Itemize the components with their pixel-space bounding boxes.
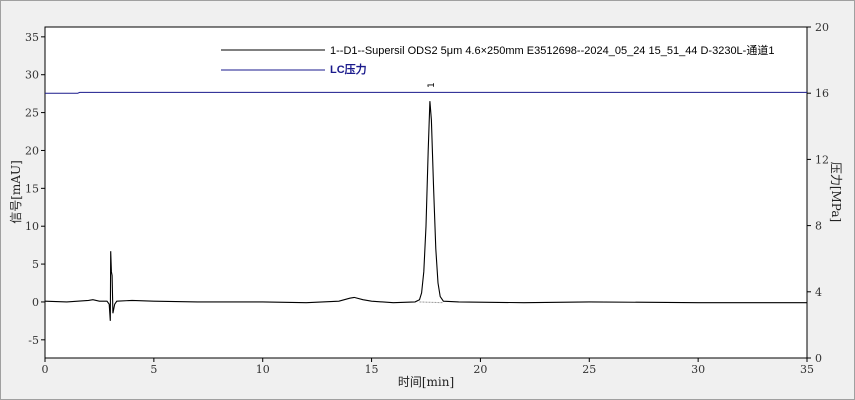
y-tick-label: 0 [32,296,39,309]
signal-trace [44,101,807,321]
y-tick-label: -5 [28,334,39,347]
y-tick-label: 20 [25,144,39,157]
y2-tick-label: 0 [815,352,822,365]
y2-tick-label: 20 [815,21,829,34]
x-tick-label: 35 [800,363,814,376]
y-tick-label: 10 [25,220,39,233]
legend-label-signal: 1--D1--Supersil ODS2 5μm 4.6×250mm E3512… [330,43,774,57]
legend-label-pressure: LC压力 [330,62,367,76]
y-tick-label: 35 [25,31,39,44]
x-tick-label: 10 [256,363,270,376]
x-tick-label: 30 [691,363,705,376]
y-axis-label: 信号[mAU] [9,160,23,224]
x-tick-label: 5 [150,363,157,376]
y-tick-label: 15 [25,182,39,195]
integration-baseline [419,301,444,304]
x-tick-label: 25 [582,363,596,376]
y2-tick-label: 8 [815,220,822,233]
x-tick-label: 0 [42,363,49,376]
y2-tick-label: 4 [815,286,822,299]
y2-tick-label: 16 [815,87,829,100]
x-tick-label: 15 [365,363,379,376]
pressure-trace [45,91,807,94]
y2-tick-label: 12 [815,153,829,166]
x-tick-label: 20 [473,363,487,376]
y-tick-label: 5 [32,258,39,271]
x-axis-label: 时间[min] [398,375,454,389]
plot-area [44,26,808,359]
y-tick-label: 30 [25,69,39,82]
y-tick-label: 25 [25,107,39,120]
legend: 1--D1--Supersil ODS2 5μm 4.6×250mm E3512… [221,43,774,76]
y2-axis-label: 压力[MPa] [829,162,843,222]
peak-label: 1 [427,82,437,88]
